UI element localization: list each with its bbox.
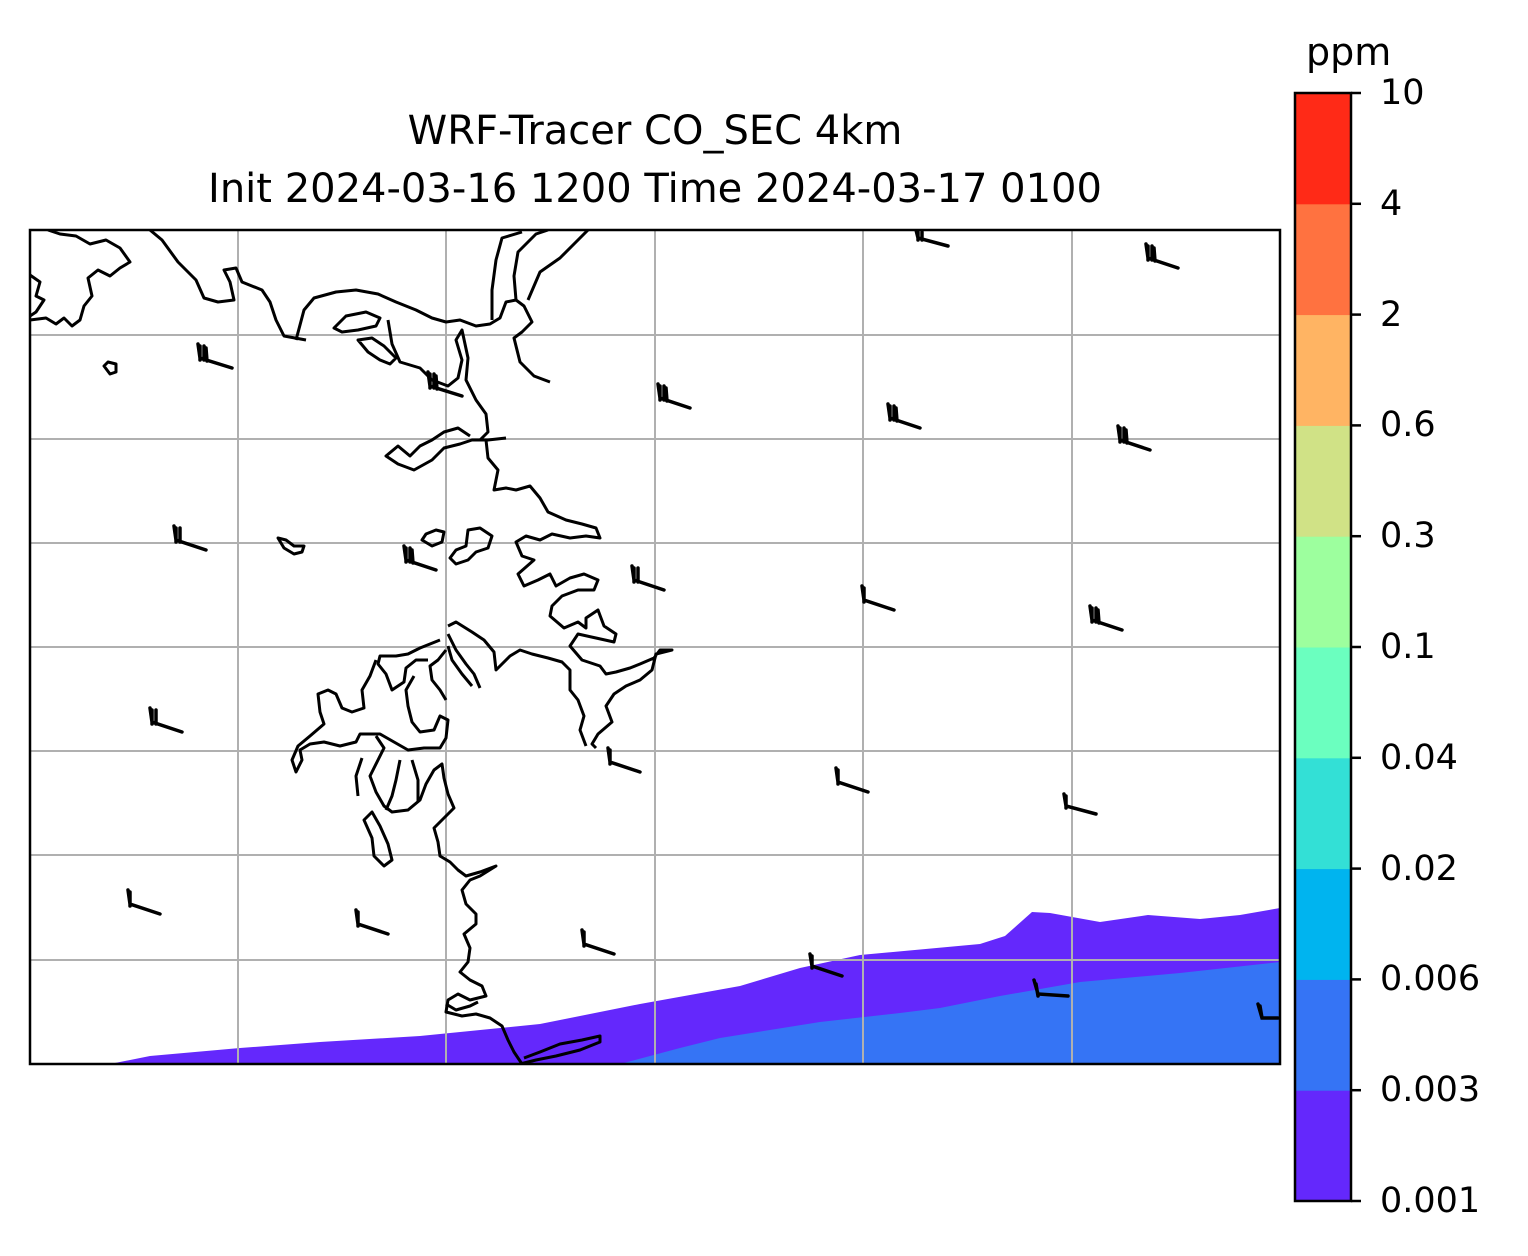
colorbar-band xyxy=(1295,93,1351,205)
coastline-south-channel xyxy=(354,735,524,1064)
wind-barb xyxy=(126,888,162,916)
wind-barb xyxy=(630,564,666,592)
wind-barb xyxy=(402,544,438,572)
wind-barb xyxy=(1032,978,1070,998)
colorbar-tick-label: 0.3 xyxy=(1380,516,1436,557)
colorbar-tick-label: 0.006 xyxy=(1380,959,1481,1000)
colorbar-unit: ppm xyxy=(1306,30,1392,74)
coastline-island-north xyxy=(332,310,382,334)
wind-barb xyxy=(172,524,208,552)
wind-barb xyxy=(1144,242,1180,270)
colorbar-band xyxy=(1295,868,1351,980)
wind-barb xyxy=(656,382,692,410)
coastline-estuary xyxy=(384,319,674,750)
wind-barb xyxy=(426,370,464,398)
map-data-layer xyxy=(30,230,1280,1064)
colorbar-tick-label: 0.003 xyxy=(1380,1070,1481,1111)
map-gridlines xyxy=(30,230,1280,1064)
colorbar-tick-label: 10 xyxy=(1380,73,1425,113)
wind-barb xyxy=(914,230,950,248)
colorbar-band xyxy=(1295,1090,1351,1202)
wind-barb xyxy=(1062,792,1098,816)
wind-barb xyxy=(580,928,616,956)
colorbar-tick-label: 0.001 xyxy=(1380,1181,1481,1221)
coastline-north-bay xyxy=(149,230,551,384)
colorbar-tick-label: 4 xyxy=(1380,183,1403,224)
wind-barb xyxy=(1088,604,1124,632)
colorbar-tick-label: 0.02 xyxy=(1380,848,1458,889)
coastline-delta xyxy=(290,620,588,774)
map-frame xyxy=(28,228,1282,1066)
wind-barb xyxy=(834,766,870,794)
coastline-bay-islands xyxy=(102,336,494,566)
colorbar-tick-label: 2 xyxy=(1380,294,1403,335)
map-title: WRF-Tracer CO_SEC 4km xyxy=(407,108,903,154)
coastline-northwest xyxy=(30,230,132,328)
wind-barb xyxy=(808,952,844,978)
wind-barb xyxy=(196,342,234,370)
colorbar-band xyxy=(1295,757,1351,870)
wind-barb xyxy=(1116,424,1152,452)
colorbar-band xyxy=(1295,536,1351,648)
colorbar-tick-label: 0.04 xyxy=(1380,737,1458,778)
tracer-plume-mid xyxy=(620,962,1280,1064)
wind-barb xyxy=(1256,1002,1280,1020)
colorbar xyxy=(1295,93,1351,1202)
wind-barbs xyxy=(126,230,1280,1020)
colorbar-band xyxy=(1295,203,1351,316)
wind-barb xyxy=(860,584,896,612)
map-subtitle: Init 2024-03-16 1200 Time 2024-03-17 010… xyxy=(208,166,1102,212)
colorbar-band xyxy=(1295,979,1351,1091)
colorbar-band xyxy=(1295,314,1351,426)
colorbar-band xyxy=(1295,647,1351,759)
colorbar-tick-label: 0.1 xyxy=(1380,627,1436,667)
colorbar-ticks xyxy=(1351,91,1361,1203)
wind-barb xyxy=(354,908,390,936)
coastline-south-spit xyxy=(519,1034,602,1064)
coastline-channel xyxy=(490,230,590,320)
wind-barb xyxy=(606,746,642,774)
colorbar-tick-label: 0.6 xyxy=(1380,405,1436,446)
coastlines xyxy=(30,230,674,1064)
wind-barb xyxy=(886,402,922,430)
wind-barb xyxy=(148,706,184,734)
colorbar-band xyxy=(1295,425,1351,537)
